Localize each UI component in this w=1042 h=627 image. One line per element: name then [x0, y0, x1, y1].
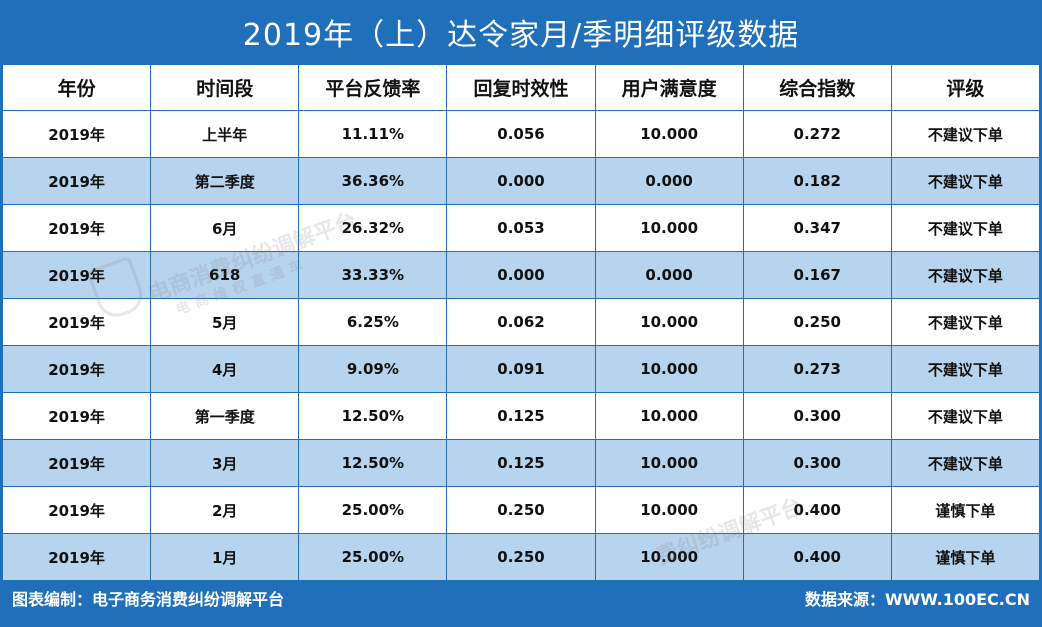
- header-year: 年份: [1, 64, 152, 111]
- header-row: 年份 时间段 平台反馈率 回复时效性 用户满意度 综合指数 评级: [1, 64, 1041, 111]
- cell-period: 5月: [150, 298, 300, 346]
- cell-year: 2019年: [1, 486, 152, 534]
- cell-rating: 谨慎下单: [890, 486, 1041, 534]
- cell-composite-index: 0.347: [742, 204, 892, 252]
- data-table-container: 年份 时间段 平台反馈率 回复时效性 用户满意度 综合指数 评级 2019年 上…: [1, 64, 1041, 581]
- cell-composite-index: 0.250: [742, 298, 892, 346]
- page-title: 2019年（上）达令家月/季明细评级数据: [242, 18, 800, 53]
- header-feedback-rate: 平台反馈率: [298, 64, 448, 111]
- table-row: 2019年 1月 25.00% 0.250 10.000 0.400 谨慎下单: [1, 533, 1041, 581]
- cell-feedback-rate: 12.50%: [298, 439, 448, 487]
- cell-user-satisfaction: 10.000: [594, 533, 744, 581]
- cell-response-timeliness: 0.000: [446, 251, 596, 299]
- cell-composite-index: 0.167: [742, 251, 892, 299]
- cell-feedback-rate: 25.00%: [298, 533, 448, 581]
- cell-period: 3月: [150, 439, 300, 487]
- cell-period: 2月: [150, 486, 300, 534]
- cell-rating: 不建议下单: [890, 251, 1041, 299]
- cell-rating: 不建议下单: [890, 110, 1041, 158]
- cell-user-satisfaction: 10.000: [594, 392, 744, 440]
- cell-feedback-rate: 25.00%: [298, 486, 448, 534]
- cell-rating: 不建议下单: [890, 298, 1041, 346]
- cell-user-satisfaction: 10.000: [594, 345, 744, 393]
- cell-response-timeliness: 0.125: [446, 392, 596, 440]
- table-row: 2019年 5月 6.25% 0.062 10.000 0.250 不建议下单: [1, 298, 1041, 346]
- cell-response-timeliness: 0.062: [446, 298, 596, 346]
- header-rating: 评级: [890, 64, 1041, 111]
- cell-response-timeliness: 0.125: [446, 439, 596, 487]
- cell-rating: 不建议下单: [890, 157, 1041, 205]
- cell-response-timeliness: 0.250: [446, 533, 596, 581]
- cell-year: 2019年: [1, 204, 152, 252]
- cell-user-satisfaction: 10.000: [594, 439, 744, 487]
- cell-period: 1月: [150, 533, 300, 581]
- cell-period: 第一季度: [150, 392, 300, 440]
- cell-feedback-rate: 33.33%: [298, 251, 448, 299]
- cell-feedback-rate: 26.32%: [298, 204, 448, 252]
- cell-rating: 不建议下单: [890, 392, 1041, 440]
- cell-feedback-rate: 12.50%: [298, 392, 448, 440]
- cell-response-timeliness: 0.056: [446, 110, 596, 158]
- table-row: 2019年 上半年 11.11% 0.056 10.000 0.272 不建议下…: [1, 110, 1041, 158]
- cell-composite-index: 0.273: [742, 345, 892, 393]
- cell-user-satisfaction: 10.000: [594, 110, 744, 158]
- header-period: 时间段: [150, 64, 300, 111]
- cell-user-satisfaction: 0.000: [594, 251, 744, 299]
- cell-rating: 不建议下单: [890, 345, 1041, 393]
- cell-feedback-rate: 9.09%: [298, 345, 448, 393]
- cell-period: 4月: [150, 345, 300, 393]
- table-row: 2019年 618 33.33% 0.000 0.000 0.167 不建议下单: [1, 251, 1041, 299]
- cell-response-timeliness: 0.000: [446, 157, 596, 205]
- table-row: 2019年 2月 25.00% 0.250 10.000 0.400 谨慎下单: [1, 486, 1041, 534]
- cell-year: 2019年: [1, 157, 152, 205]
- footer-source: 数据来源：WWW.100EC.CN: [804, 590, 1030, 609]
- cell-user-satisfaction: 10.000: [594, 204, 744, 252]
- cell-feedback-rate: 36.36%: [298, 157, 448, 205]
- cell-response-timeliness: 0.250: [446, 486, 596, 534]
- cell-composite-index: 0.272: [742, 110, 892, 158]
- header-response-timeliness: 回复时效性: [446, 64, 596, 111]
- table-row: 2019年 第二季度 36.36% 0.000 0.000 0.182 不建议下…: [1, 157, 1041, 205]
- cell-rating: 谨慎下单: [890, 533, 1041, 581]
- table-row: 2019年 第一季度 12.50% 0.125 10.000 0.300 不建议…: [1, 392, 1041, 440]
- cell-composite-index: 0.182: [742, 157, 892, 205]
- cell-user-satisfaction: 10.000: [594, 298, 744, 346]
- header-composite-index: 综合指数: [742, 64, 892, 111]
- cell-year: 2019年: [1, 345, 152, 393]
- table-row: 2019年 4月 9.09% 0.091 10.000 0.273 不建议下单: [1, 345, 1041, 393]
- cell-response-timeliness: 0.053: [446, 204, 596, 252]
- cell-year: 2019年: [1, 251, 152, 299]
- footer-credit: 图表编制：电子商务消费纠纷调解平台: [12, 590, 285, 609]
- cell-feedback-rate: 6.25%: [298, 298, 448, 346]
- table-row: 2019年 3月 12.50% 0.125 10.000 0.300 不建议下单: [1, 439, 1041, 487]
- cell-composite-index: 0.400: [742, 486, 892, 534]
- table-row: 2019年 6月 26.32% 0.053 10.000 0.347 不建议下单: [1, 204, 1041, 252]
- cell-period: 618: [150, 251, 300, 299]
- rating-table: 年份 时间段 平台反馈率 回复时效性 用户满意度 综合指数 评级 2019年 上…: [1, 64, 1041, 581]
- cell-year: 2019年: [1, 533, 152, 581]
- cell-rating: 不建议下单: [890, 204, 1041, 252]
- cell-composite-index: 0.300: [742, 439, 892, 487]
- cell-user-satisfaction: 0.000: [594, 157, 744, 205]
- cell-period: 6月: [150, 204, 300, 252]
- cell-period: 第二季度: [150, 157, 300, 205]
- cell-period: 上半年: [150, 110, 300, 158]
- cell-response-timeliness: 0.091: [446, 345, 596, 393]
- cell-year: 2019年: [1, 439, 152, 487]
- cell-year: 2019年: [1, 110, 152, 158]
- cell-feedback-rate: 11.11%: [298, 110, 448, 158]
- cell-rating: 不建议下单: [890, 439, 1041, 487]
- cell-user-satisfaction: 10.000: [594, 486, 744, 534]
- header-user-satisfaction: 用户满意度: [594, 64, 744, 111]
- cell-composite-index: 0.300: [742, 392, 892, 440]
- cell-composite-index: 0.400: [742, 533, 892, 581]
- cell-year: 2019年: [1, 392, 152, 440]
